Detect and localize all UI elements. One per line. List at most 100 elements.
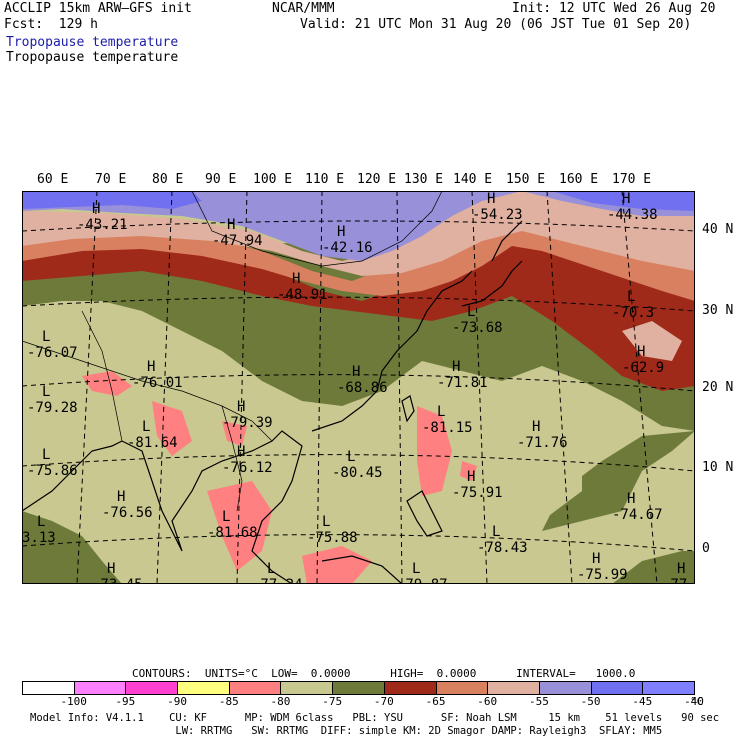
color-bar-bin (538, 681, 592, 695)
longitude-label: 60 E (37, 172, 69, 187)
coastline (461, 260, 523, 307)
high-marker: H (147, 359, 155, 375)
pink-patch (152, 401, 192, 456)
graticule (22, 191, 695, 584)
extremum-value: -77 (662, 577, 687, 584)
coastlines (22, 220, 523, 584)
longitude-label: 70 E (95, 172, 127, 187)
low-marker: L (142, 419, 150, 435)
extremum-value: -48.91 (277, 287, 328, 303)
high-marker: H (637, 344, 645, 360)
extremum-value: -44.38 (607, 207, 658, 223)
model-info-line-2: LW: RRTMG SW: RRTMG DIFF: simple KM: 2D … (30, 725, 663, 737)
color-bar-bin (487, 681, 540, 695)
latitude-label: 10 N (702, 460, 734, 475)
color-bar-tick: -80 (270, 695, 291, 708)
extremum-value: -43.21 (77, 217, 128, 233)
border (191, 191, 443, 267)
high-marker: H (487, 191, 495, 207)
color-bar-tick: -90 (167, 695, 187, 708)
coastline (491, 220, 523, 262)
high-marker: H (352, 364, 360, 380)
longitude-label: 120 E (357, 172, 397, 187)
dark-red-band (22, 211, 695, 391)
latitude-label: 0 (702, 541, 710, 556)
blue-region (22, 191, 202, 209)
low-marker: L (492, 524, 500, 540)
low-marker: L (347, 449, 355, 465)
longitude-label: 90 E (205, 172, 237, 187)
extremum-value: -75.91 (452, 485, 503, 501)
extremum-value: -76.56 (102, 505, 153, 521)
color-bar-bin (125, 681, 179, 695)
low-marker: L (437, 404, 445, 420)
longitude-label: 100 E (253, 172, 293, 187)
extremum-value: -73.45 (92, 577, 143, 584)
latitude-line (22, 374, 695, 392)
extremum-value: -79.39 (222, 415, 273, 431)
high-marker: H (452, 359, 460, 375)
model-title: ACCLIP 15km ARW–GFS init (4, 1, 192, 16)
light-salmon-east (622, 321, 682, 361)
color-bar-bin (22, 681, 75, 695)
forecast-hour: Fcst: 129 h (4, 17, 98, 32)
extremum-value: -62.9 (622, 360, 664, 376)
extremum-value: -54.23 (472, 207, 523, 223)
high-marker: H (117, 489, 125, 505)
tropopause-temperature-map: H-43.21 H-47.94H-42.16H-48.91H-54.23H-44.… (22, 191, 695, 584)
high-marker: H (467, 469, 475, 485)
high-marker: H (592, 551, 600, 567)
olive-south-west (22, 511, 122, 584)
low-marker: L (37, 514, 45, 530)
extremum-value: -68.86 (337, 380, 388, 396)
latitude-label: 40 N (702, 222, 734, 237)
low-marker: L (467, 304, 475, 320)
low-marker: L (627, 289, 635, 305)
border (221, 405, 243, 512)
country-borders (22, 191, 443, 512)
extremum-value: -71.76 (517, 435, 568, 451)
high-marker: H (227, 217, 235, 233)
color-bar-bin (642, 681, 695, 695)
coastline (311, 270, 473, 432)
extremum-value: -71.81 (437, 375, 488, 391)
init-time: Init: 12 UTC Wed 26 Aug 20 (512, 1, 716, 16)
extremum-value: -73.68 (452, 320, 503, 336)
color-bar-bin (435, 681, 489, 695)
color-bar-unit: °C (690, 695, 704, 708)
border (22, 340, 273, 442)
purple-region (22, 191, 695, 261)
blue-region-east (552, 191, 695, 211)
extremum-value: -80.45 (332, 465, 383, 481)
pink-patch (417, 406, 452, 496)
longitude-line (621, 191, 658, 584)
field-title-primary: Tropopause temperature (6, 35, 179, 50)
color-bar-tick: -75 (322, 695, 343, 708)
pink-patch (302, 546, 372, 584)
pink-patch (460, 461, 477, 481)
extremum-value: -42.16 (322, 240, 373, 256)
low-marker: L (267, 561, 275, 577)
high-marker: H (237, 399, 245, 415)
low-marker: L (412, 561, 420, 577)
color-bar-tick: -60 (477, 695, 498, 708)
low-marker: L (42, 329, 50, 345)
coastline (406, 490, 443, 537)
color-bar-tick: -50 (580, 695, 601, 708)
latitude-line (22, 534, 695, 552)
extremum-value: -75.86 (27, 463, 78, 479)
extremum-value: -79.87 (397, 577, 448, 584)
extremum-value: -75.88 (307, 530, 358, 546)
extremum-value: -76.01 (132, 375, 183, 391)
valid-time: Valid: 21 UTC Mon 31 Aug 20 (06 JST Tue … (300, 17, 692, 32)
longitude-label: 150 E (506, 172, 546, 187)
color-bar-tick: -70 (373, 695, 394, 708)
longitude-label: 110 E (305, 172, 345, 187)
coastline (321, 555, 403, 584)
extremum-value: -70.3 (612, 305, 654, 321)
olive-south-east (612, 551, 695, 584)
coastline (22, 440, 123, 512)
contours-info: CONTOURS: UNITS=°C LOW= 0.0000 HIGH= 0.0… (132, 667, 636, 680)
high-marker: H (292, 271, 300, 287)
color-bar-bin (177, 681, 230, 695)
